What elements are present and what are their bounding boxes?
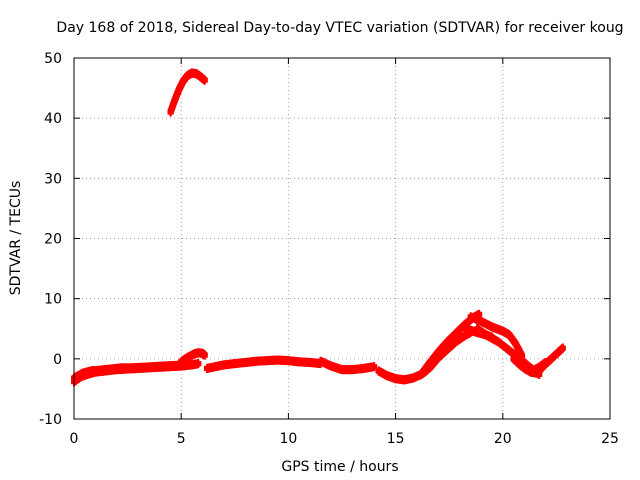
series-arc-bump-5h [178,348,208,367]
series-arc-tail-b [510,354,549,376]
data-point [195,362,202,369]
x-axis-label: GPS time / hours [281,459,398,475]
y-tick-label: -10 [39,412,62,428]
x-tick-label: 0 [70,431,79,447]
data-point [489,335,496,342]
y-tick-label: 40 [44,111,62,127]
axis-ticks: 0 5 10 15 20 25 -10 0 10 20 30 40 50 [39,51,619,447]
x-tick-label: 10 [279,431,297,447]
series-arc-mid-a [203,355,324,373]
y-tick-label: 20 [44,232,62,248]
series-arc-high [167,68,208,117]
data-point [201,353,208,360]
data-point [371,365,378,372]
y-tick-label: 50 [44,51,62,67]
y-tick-label: 0 [53,352,62,368]
series-arc-mid-b [317,356,378,375]
series-arc-peak-fall [467,312,526,361]
grid-lines [74,58,610,419]
x-tick-label: 20 [494,431,512,447]
x-tick-label: 15 [387,431,405,447]
y-axis-label: SDTVAR / TECUs [8,181,24,296]
data-point [182,363,189,370]
data-point [542,360,549,367]
data-point [559,346,566,353]
y-tick-label: 30 [44,171,62,187]
chart-title: Day 168 of 2018, Sidereal Day-to-day VTE… [56,20,623,36]
x-tick-label: 5 [177,431,186,447]
x-tick-label: 25 [601,431,619,447]
y-tick-label: 10 [44,292,62,308]
data-point [201,78,208,85]
series-arc-rise-b [426,327,474,373]
series-arc-short [463,324,496,342]
series-arc-main-b [71,360,189,383]
data-series [71,68,566,387]
